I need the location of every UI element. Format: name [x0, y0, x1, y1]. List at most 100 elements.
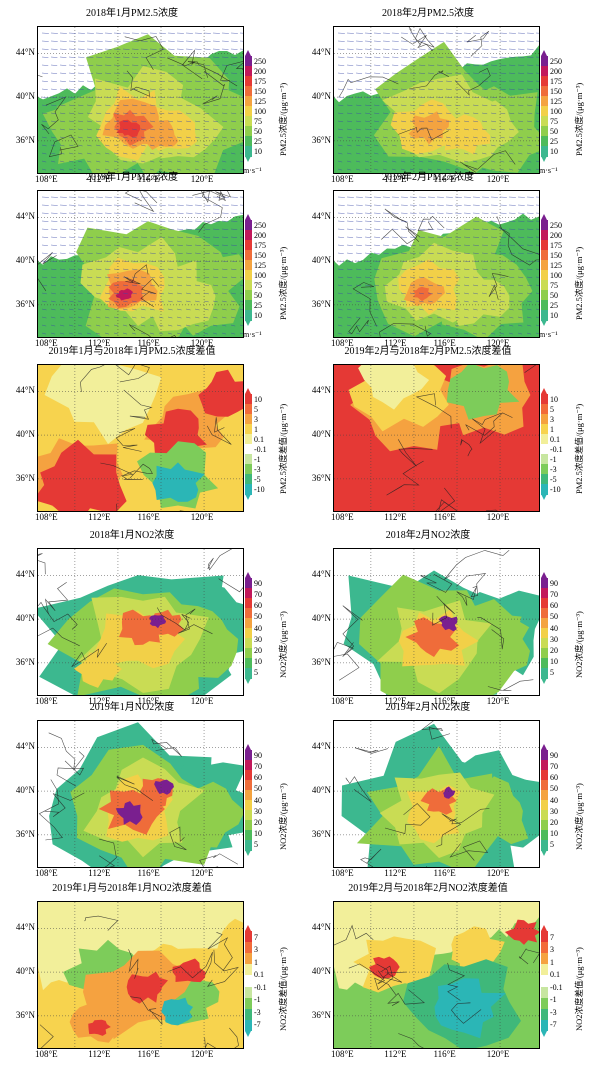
wind-vector	[212, 300, 218, 303]
wind-vector	[104, 324, 110, 327]
wind-vector	[86, 120, 93, 123]
wind-vector	[176, 56, 184, 58]
wind-vector	[194, 144, 200, 147]
colorbar-tick-label: 175	[254, 240, 266, 250]
wind-vector	[104, 220, 112, 222]
concentration-area	[443, 786, 456, 799]
wind-vector	[400, 268, 407, 271]
wind-vector	[535, 64, 539, 66]
wind-vector	[140, 80, 147, 82]
wind-vector	[535, 144, 539, 146]
wind-vector	[50, 120, 57, 123]
wind-vector	[59, 332, 65, 335]
colorbar-tick-label: 25	[254, 136, 262, 146]
wind-vector	[445, 284, 452, 287]
colorbar-segment	[245, 964, 252, 976]
wind-vector	[230, 48, 238, 50]
wind-vector	[104, 64, 112, 66]
wind-vector	[355, 96, 362, 99]
wind-vector	[499, 292, 505, 295]
wind-vector	[517, 324, 523, 327]
latitude-label: 36°N	[15, 828, 35, 839]
colorbar-tick-label: 75	[550, 116, 558, 126]
wind-vector	[77, 212, 85, 214]
wind-vector	[86, 220, 94, 222]
colorbar-cap-top	[245, 925, 251, 931]
wind-vector	[194, 332, 200, 335]
wind-vector	[131, 72, 139, 74]
colorbar-unit: NO2浓度/(μg·m⁻³)	[278, 611, 288, 678]
wind-vector	[68, 168, 74, 171]
wind-vector	[239, 228, 243, 230]
wind-vector	[535, 252, 539, 254]
wind-vector	[113, 300, 119, 303]
wind-vector	[140, 88, 147, 90]
wind-vector	[526, 244, 533, 246]
wind-vector	[355, 128, 361, 131]
province-boundary	[415, 393, 452, 429]
colorbar-tick-label: -10	[254, 484, 265, 494]
wind-vector	[526, 324, 532, 327]
wind-vector	[41, 308, 47, 311]
wind-vector	[104, 292, 110, 295]
longitude-label: 116°E	[433, 512, 456, 522]
latitude-label: 44°N	[311, 741, 331, 752]
wind-vector	[535, 284, 539, 286]
colorbar-segment	[541, 414, 548, 425]
colorbar-tick-label: 7	[550, 932, 554, 942]
concentration-area	[198, 369, 243, 417]
wind-vector	[167, 236, 175, 238]
map-panel: 2019年2月NO2浓度 44°N 40°N 36°N 108°E 112°E 116°E 1…	[296, 702, 592, 878]
colorbar-segment	[541, 146, 548, 157]
map-panel: 2019年1月NO2浓度 44°N 40°N 36°N 108°E 112°E 116°E 1…	[0, 702, 296, 878]
wind-vector	[221, 168, 227, 171]
wind-vector	[167, 160, 173, 163]
wind-vector	[481, 120, 488, 123]
wind-vector	[337, 120, 344, 123]
colorbar-tick-label: 10	[550, 310, 558, 320]
colorbar-segment	[245, 146, 252, 157]
colorbar-unit: PM2.5浓度/(μg·m⁻³)	[574, 246, 584, 320]
wind-vector	[463, 252, 470, 254]
wind-vector	[454, 292, 460, 295]
wind-vector	[59, 212, 67, 214]
wind-vector	[400, 48, 408, 50]
colorbar-segment	[245, 648, 252, 659]
wind-vector	[239, 316, 243, 318]
wind-vector	[418, 120, 425, 123]
wind-vector	[194, 88, 201, 90]
wind-vector	[373, 96, 380, 99]
wind-vector	[391, 300, 397, 303]
wind-vector	[373, 56, 381, 58]
province-boundary	[218, 578, 243, 593]
wind-vector	[230, 316, 236, 319]
latitude-label: 40°N	[311, 255, 331, 266]
province-boundary	[342, 605, 363, 657]
colorbar-cap-bottom	[541, 678, 547, 684]
wind-vector	[454, 316, 460, 319]
wind-vector	[77, 252, 84, 254]
colorbar-segment	[245, 484, 252, 495]
wind-vector	[239, 152, 243, 154]
wind-vector	[203, 244, 210, 246]
colorbar-segment	[245, 760, 252, 771]
longitude-label: 112°E	[384, 338, 407, 348]
wind-vector	[50, 308, 56, 311]
wind-vector	[86, 212, 94, 214]
wind-vector	[463, 228, 471, 230]
wind-vector	[59, 308, 65, 311]
wind-vector	[194, 56, 202, 58]
wind-vector	[203, 220, 211, 222]
wind-vector	[194, 72, 202, 74]
wind-vector	[194, 112, 201, 115]
wind-vector	[86, 112, 93, 115]
wind-vector	[230, 64, 238, 66]
wind-vector	[212, 48, 220, 50]
wind-vector	[140, 152, 146, 155]
wind-vector	[176, 212, 184, 214]
wind-vector	[364, 168, 370, 171]
wind-vector	[337, 88, 344, 90]
map-panel: 2019年2月PM2.5浓度 44°N 40°N 36°N 108°E 112°E 116°…	[296, 172, 592, 348]
wind-vector	[194, 268, 201, 271]
wind-vector	[508, 72, 516, 74]
